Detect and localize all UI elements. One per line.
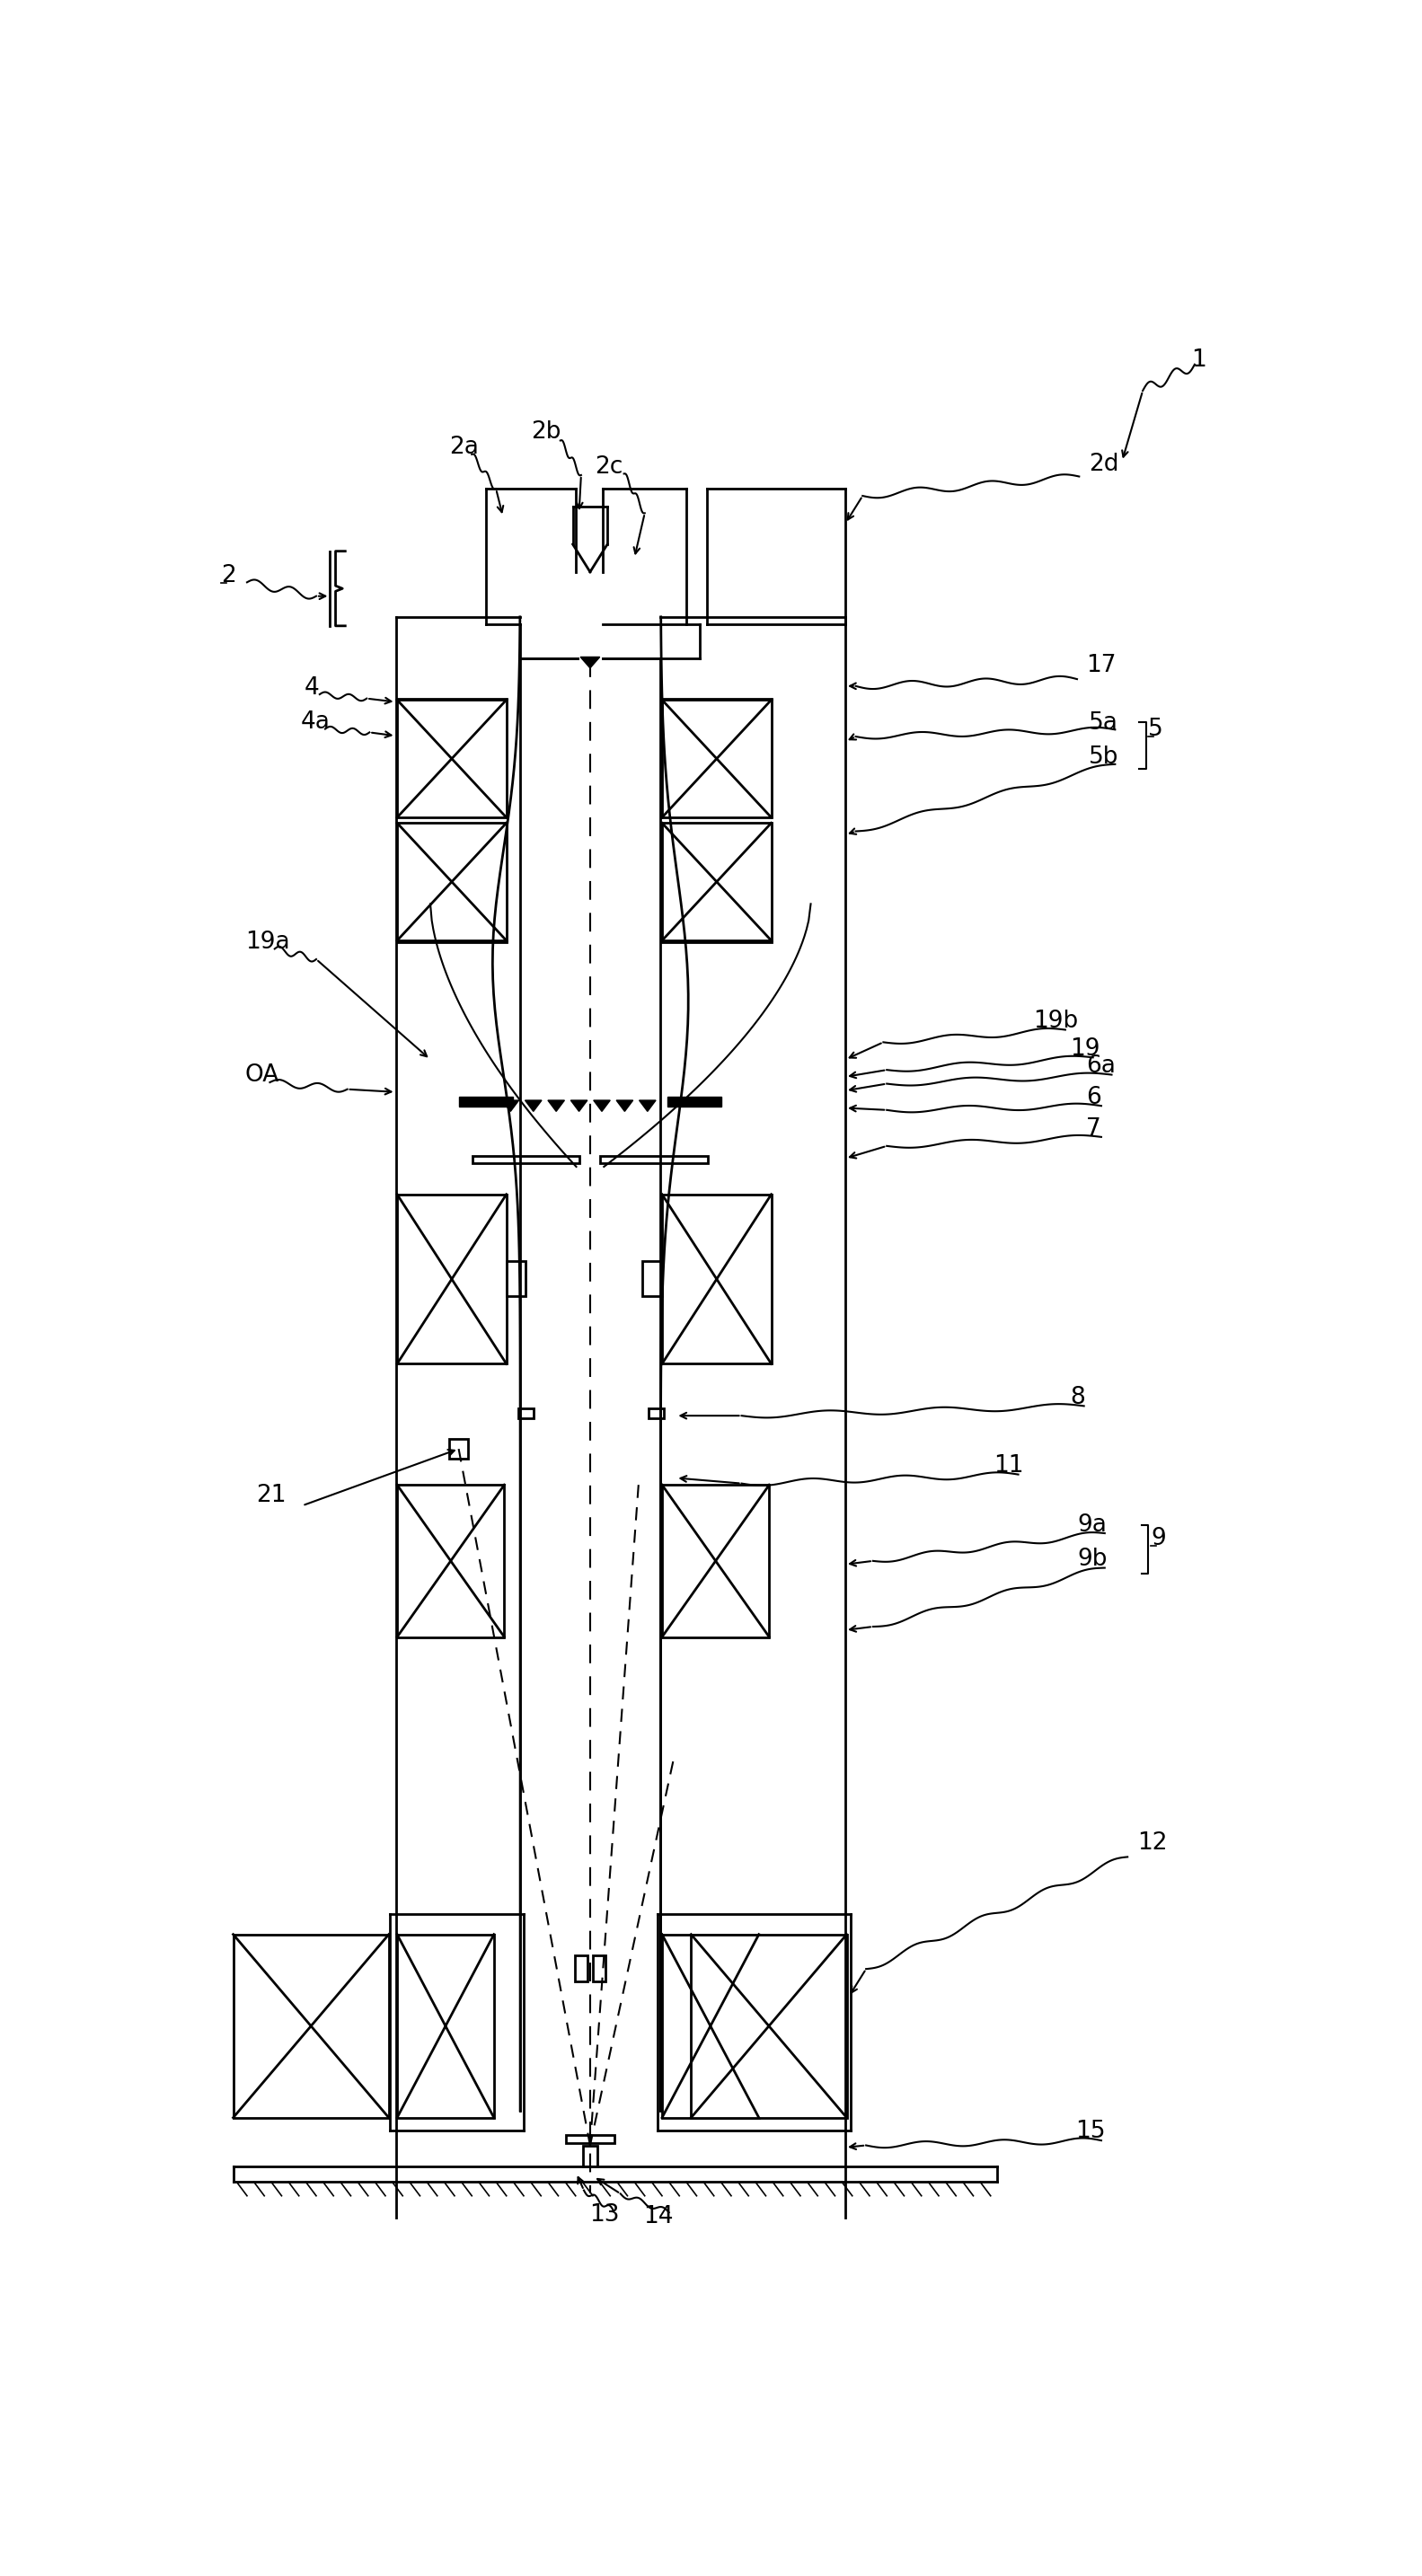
- Text: 2a: 2a: [449, 435, 479, 459]
- Polygon shape: [616, 1100, 633, 1110]
- Text: 2b: 2b: [532, 420, 562, 443]
- Polygon shape: [580, 657, 600, 667]
- Text: 19a: 19a: [245, 930, 290, 953]
- Bar: [518, 1409, 533, 1419]
- Text: 15: 15: [1075, 2120, 1105, 2143]
- Polygon shape: [525, 1100, 542, 1110]
- Bar: [449, 1440, 468, 1458]
- Bar: [574, 1955, 587, 1981]
- Bar: [663, 1935, 759, 2117]
- Polygon shape: [570, 1100, 587, 1110]
- Polygon shape: [547, 1100, 565, 1110]
- Text: 6a: 6a: [1086, 1054, 1116, 1079]
- Bar: [663, 1484, 769, 1636]
- Bar: [397, 1195, 506, 1363]
- Bar: [667, 1097, 721, 1108]
- Bar: [643, 1262, 663, 1296]
- Bar: [663, 701, 771, 817]
- Polygon shape: [502, 1100, 519, 1110]
- Polygon shape: [640, 1100, 656, 1110]
- Bar: [566, 2136, 614, 2143]
- Text: 4a: 4a: [301, 711, 330, 734]
- Text: 2c: 2c: [594, 456, 623, 479]
- Bar: [472, 1157, 580, 1164]
- Text: 21: 21: [256, 1484, 286, 1507]
- Bar: [397, 1935, 493, 2117]
- Text: 19: 19: [1071, 1038, 1101, 1061]
- Bar: [506, 1262, 526, 1296]
- Bar: [600, 1157, 708, 1164]
- Bar: [397, 701, 506, 817]
- Bar: [663, 822, 771, 940]
- Text: 13: 13: [589, 2202, 620, 2226]
- Text: 19b: 19b: [1034, 1010, 1079, 1033]
- Text: 11: 11: [994, 1453, 1024, 1476]
- Text: 2d: 2d: [1089, 453, 1119, 477]
- Text: 12: 12: [1138, 1832, 1167, 1855]
- Bar: [593, 1955, 606, 1981]
- Text: 9b: 9b: [1076, 1548, 1108, 1571]
- Text: 5a: 5a: [1089, 711, 1118, 734]
- Bar: [583, 2146, 597, 2166]
- Text: 8: 8: [1071, 1386, 1085, 1409]
- Text: 14: 14: [643, 2205, 674, 2228]
- Bar: [663, 1195, 771, 1363]
- Bar: [459, 1097, 512, 1108]
- Bar: [648, 1409, 664, 1419]
- Text: 17: 17: [1086, 654, 1116, 677]
- Bar: [397, 822, 506, 940]
- Text: 5: 5: [1149, 719, 1163, 742]
- Bar: [397, 1484, 505, 1636]
- Text: 6: 6: [1086, 1087, 1101, 1110]
- Bar: [233, 1935, 388, 2117]
- Text: 7: 7: [1086, 1118, 1101, 1141]
- Text: 9a: 9a: [1076, 1512, 1106, 1538]
- Polygon shape: [593, 1100, 610, 1110]
- Text: 1: 1: [1192, 348, 1206, 371]
- Text: 5b: 5b: [1089, 744, 1119, 770]
- Bar: [691, 1935, 846, 2117]
- Text: 4: 4: [304, 677, 320, 701]
- Text: 9: 9: [1150, 1528, 1166, 1551]
- Text: 2: 2: [222, 564, 236, 587]
- Text: OA: OA: [245, 1064, 279, 1087]
